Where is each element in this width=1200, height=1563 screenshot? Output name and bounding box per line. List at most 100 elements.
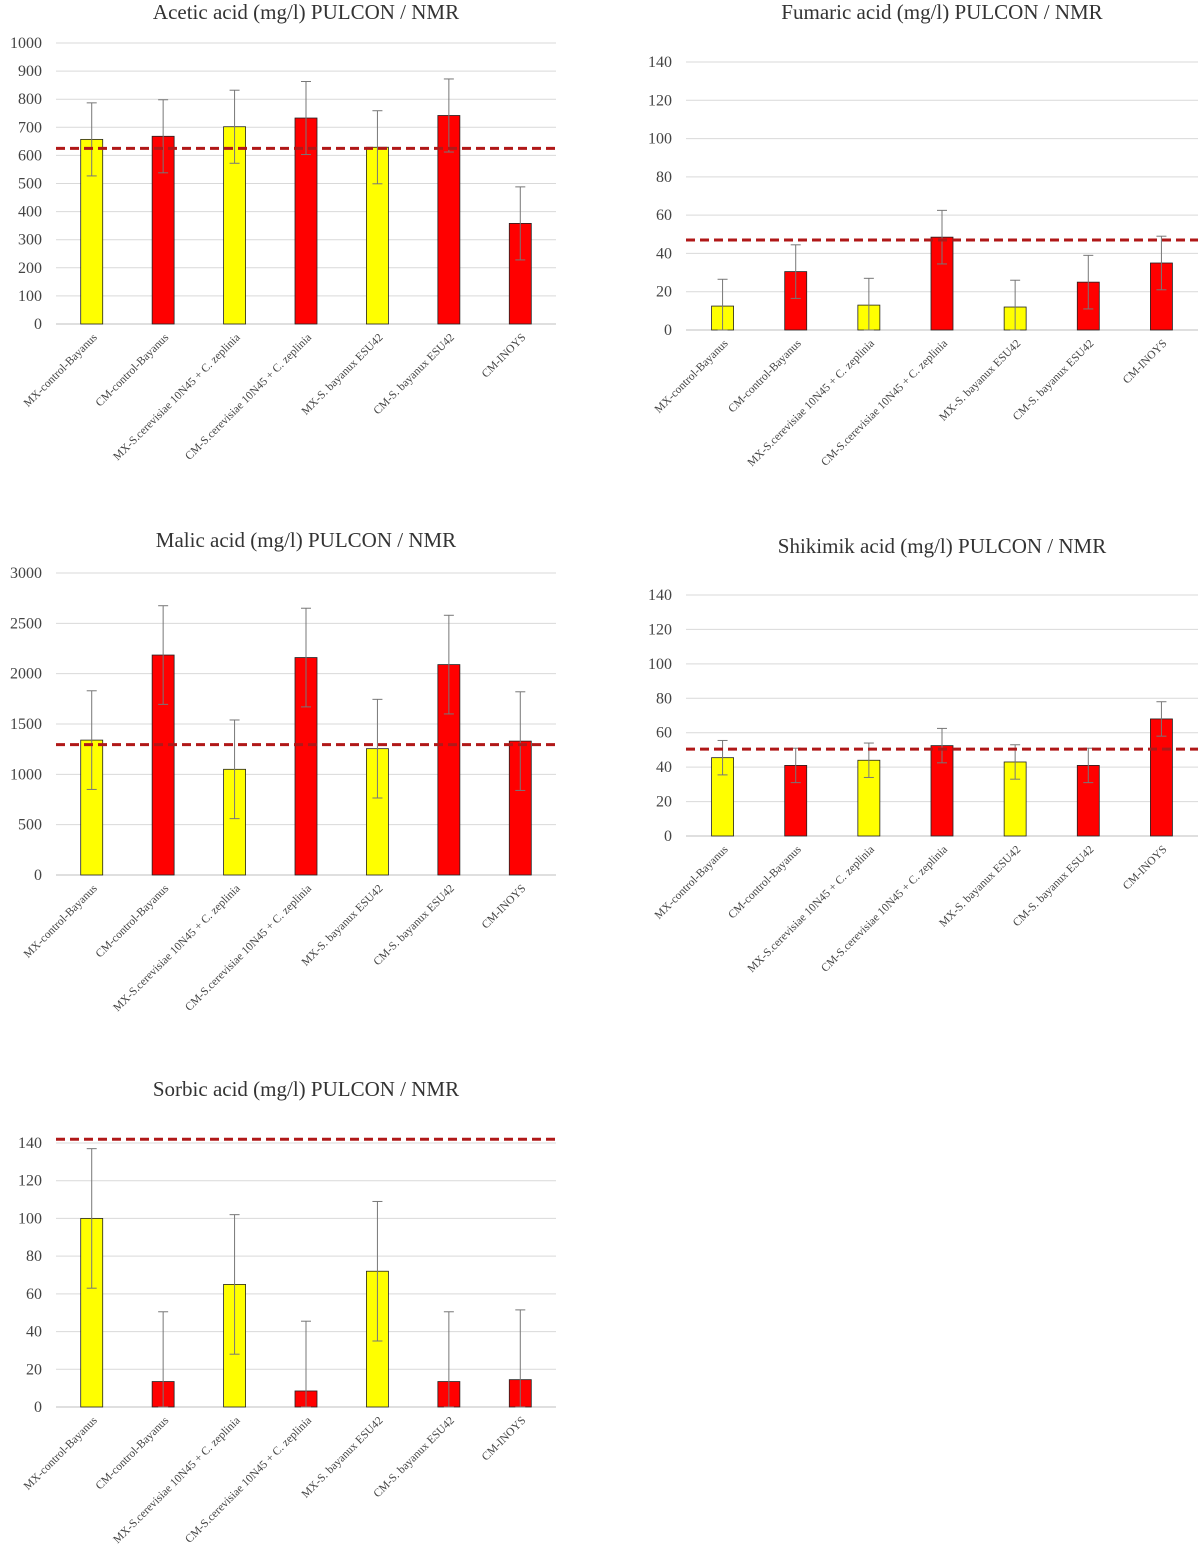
x-tick-label: MX-S. bayanux ESU42 xyxy=(937,337,1023,423)
x-tick-label: MX-control-Bayanus xyxy=(22,882,100,960)
error-bar xyxy=(229,719,240,820)
x-tick-label: CM-INOYS xyxy=(480,883,529,932)
fumaric-acid-panel: Fumaric acid (mg/l) PULCON / NMR 0 20 40 60… xyxy=(600,0,1200,500)
y-tick-label: 500 xyxy=(18,817,42,834)
y-tick-label: 100 xyxy=(18,288,42,305)
error-bar xyxy=(229,1214,240,1355)
x-tick-label: CM-INOYS xyxy=(1121,338,1170,387)
x-tick-label: CM-S.cerevisiae 10N45 + C. zeplinia xyxy=(183,332,314,463)
x-tick-label: CM-S. bayanux ESU42 xyxy=(371,882,457,968)
error-bar xyxy=(86,1148,97,1289)
y-tick-label: 700 xyxy=(18,119,42,136)
x-tick-label: CM-S. bayanux ESU42 xyxy=(371,1414,457,1500)
error-bar xyxy=(301,607,311,708)
error-bar xyxy=(717,739,728,776)
x-tick-label: MX-control-Bayanus xyxy=(653,843,731,921)
x-tick-label: CM-INOYS xyxy=(480,1415,529,1464)
error-bar xyxy=(937,727,947,764)
y-tick-label: 500 xyxy=(18,176,42,193)
y-tick-label: 0 xyxy=(34,867,42,884)
y-tick-label: 80 xyxy=(26,1248,42,1265)
y-tick-label: 120 xyxy=(648,621,672,638)
y-tick-label: 400 xyxy=(18,204,42,221)
y-tick-label: 0 xyxy=(664,828,672,845)
y-tick-label: 100 xyxy=(648,131,672,148)
x-tick-label: MX-S.cerevisiae 10N45 + C. zeplinia xyxy=(746,338,877,469)
y-tick-label: 100 xyxy=(18,1210,42,1227)
x-tick-label: CM-control-Bayanus xyxy=(94,882,172,960)
error-bar xyxy=(372,110,383,185)
y-tick-label: 0 xyxy=(664,322,672,339)
y-tick-label: 120 xyxy=(18,1173,42,1190)
error-bar xyxy=(443,1311,454,1408)
x-tick-label: MX-S.cerevisiae 10N45 + C. zeplinia xyxy=(111,332,242,463)
error-bar xyxy=(1083,254,1094,310)
x-tick-label: CM-INOYS xyxy=(1121,844,1170,893)
x-tick-label: MX-control-Bayanus xyxy=(22,1414,100,1492)
x-tick-label: CM-S. bayanux ESU42 xyxy=(1011,843,1097,929)
x-tick-label: MX-control-Bayanus xyxy=(653,337,731,415)
error-bar xyxy=(301,80,311,156)
shikimik-acid-panel: Shikimik acid (mg/l) PULCON / NMR 0 20 40 6… xyxy=(600,520,1200,1030)
x-tick-label: MX-S.cerevisiae 10N45 + C. zeplinia xyxy=(111,1415,242,1546)
error-bar xyxy=(1010,279,1021,331)
error-bar xyxy=(372,1200,383,1342)
y-tick-label: 900 xyxy=(18,63,42,80)
y-tick-label: 40 xyxy=(656,245,672,262)
error-bar xyxy=(372,698,383,799)
x-tick-label: MX-S. bayanux ESU42 xyxy=(300,1414,386,1500)
x-tick-label: CM-S.cerevisiae 10N45 + C. zeplinia xyxy=(819,844,950,975)
x-tick-label: CM-S.cerevisiae 10N45 + C. zeplinia xyxy=(819,338,950,469)
error-bar xyxy=(515,691,526,791)
x-tick-label: MX-control-Bayanus xyxy=(22,331,100,409)
x-tick-label: MX-S. bayanux ESU42 xyxy=(300,882,386,968)
x-tick-label: MX-S.cerevisiae 10N45 + C. zeplinia xyxy=(746,844,877,975)
y-tick-label: 60 xyxy=(656,207,672,224)
y-tick-label: 0 xyxy=(34,1399,42,1416)
chart-title: Malic acid (mg/l) PULCON / NMR xyxy=(155,528,457,552)
x-tick-label: CM-S.cerevisiae 10N45 + C. zeplinia xyxy=(183,883,314,1014)
y-tick-label: 60 xyxy=(26,1286,42,1303)
error-bar xyxy=(229,89,240,164)
y-tick-label: 20 xyxy=(656,284,672,301)
y-tick-label: 600 xyxy=(18,147,42,164)
y-tick-label: 0 xyxy=(34,316,42,333)
x-tick-label: MX-S. bayanux ESU42 xyxy=(937,843,1023,929)
shikimik-acid-chart: 0 20 40 60 80 100 120 140 MX-control-BayanusCM-c… xyxy=(648,587,1198,975)
y-tick-label: 40 xyxy=(26,1324,42,1341)
error-bar xyxy=(515,186,526,261)
x-tick-label: CM-control-Bayanus xyxy=(94,1414,172,1492)
malic-acid-panel: Malic acid (mg/l) PULCON / NMR 0 500 1000 1… xyxy=(0,520,600,1030)
y-tick-label: 40 xyxy=(656,759,672,776)
y-tick-label: 800 xyxy=(18,91,42,108)
error-bar xyxy=(86,102,97,177)
error-bar xyxy=(790,244,801,299)
y-tick-label: 2500 xyxy=(10,615,42,632)
error-bar xyxy=(443,614,454,715)
y-tick-label: 80 xyxy=(656,690,672,707)
x-tick-label: CM-S.cerevisiae 10N45 + C. zeplinia xyxy=(183,1415,314,1546)
y-tick-label: 2000 xyxy=(10,666,42,683)
y-tick-label: 1000 xyxy=(10,35,42,52)
y-tick-label: 3000 xyxy=(10,565,42,582)
error-bar xyxy=(443,78,454,153)
chart-title: Acetic acid (mg/l) PULCON / NMR xyxy=(152,0,460,24)
x-tick-label: CM-INOYS xyxy=(480,332,529,381)
y-tick-label: 140 xyxy=(18,1135,42,1152)
chart-title: Fumaric acid (mg/l) PULCON / NMR xyxy=(781,0,1103,24)
y-tick-label: 20 xyxy=(26,1361,42,1378)
x-tick-label: CM-control-Bayanus xyxy=(94,331,172,409)
sorbic-acid-chart: 0 20 40 60 80 100 120 140 MX-control-BayanusCM-c… xyxy=(18,1135,556,1546)
x-tick-label: CM-control-Bayanus xyxy=(726,337,804,415)
chart-title: Shikimik acid (mg/l) PULCON / NMR xyxy=(777,534,1107,558)
error-bar xyxy=(1156,235,1167,291)
y-tick-label: 80 xyxy=(656,169,672,186)
error-bar xyxy=(158,605,169,705)
error-bar xyxy=(1156,701,1167,737)
chart-title: Sorbic acid (mg/l) PULCON / NMR xyxy=(152,1077,460,1101)
sorbic-acid-panel: Sorbic acid (mg/l) PULCON / NMR 0 20 40 60 8… xyxy=(0,1065,600,1563)
y-tick-label: 1500 xyxy=(10,716,42,733)
acetic-acid-panel: Acetic acid (mg/l) PULCON / NMR 0 100 200 3… xyxy=(0,0,600,500)
x-tick-label: MX-S.cerevisiae 10N45 + C. zeplinia xyxy=(111,883,242,1014)
